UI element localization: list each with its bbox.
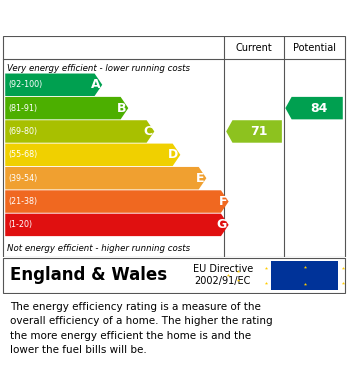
Polygon shape (5, 167, 206, 189)
Text: Potential: Potential (293, 43, 335, 52)
Text: C: C (143, 125, 152, 138)
Text: The energy efficiency rating is a measure of the
overall efficiency of a home. T: The energy efficiency rating is a measur… (10, 302, 273, 355)
Text: A: A (91, 78, 101, 91)
Polygon shape (5, 74, 102, 96)
Text: (81-91): (81-91) (9, 104, 38, 113)
Text: B: B (117, 102, 127, 115)
Text: F: F (219, 195, 227, 208)
Text: (55-68): (55-68) (9, 150, 38, 159)
Text: Very energy efficient - lower running costs: Very energy efficient - lower running co… (7, 63, 190, 72)
Polygon shape (5, 143, 180, 166)
Text: Not energy efficient - higher running costs: Not energy efficient - higher running co… (7, 244, 190, 253)
Polygon shape (285, 97, 343, 119)
Text: Current: Current (236, 43, 272, 52)
Polygon shape (226, 120, 282, 143)
Text: EU Directive
2002/91/EC: EU Directive 2002/91/EC (192, 264, 253, 285)
Text: 71: 71 (250, 125, 268, 138)
Text: 84: 84 (310, 102, 327, 115)
Text: E: E (196, 172, 205, 185)
Text: (39-54): (39-54) (9, 174, 38, 183)
Polygon shape (5, 120, 154, 143)
Bar (271, 261, 338, 290)
Text: England & Wales: England & Wales (10, 266, 168, 284)
Polygon shape (5, 97, 128, 119)
Text: D: D (168, 148, 179, 161)
Text: (1-20): (1-20) (9, 221, 33, 230)
Polygon shape (5, 213, 229, 236)
Text: (92-100): (92-100) (9, 80, 43, 89)
Text: Energy Efficiency Rating: Energy Efficiency Rating (10, 11, 220, 25)
Text: (69-80): (69-80) (9, 127, 38, 136)
Text: (21-38): (21-38) (9, 197, 38, 206)
Polygon shape (5, 190, 229, 213)
Text: G: G (217, 219, 227, 231)
